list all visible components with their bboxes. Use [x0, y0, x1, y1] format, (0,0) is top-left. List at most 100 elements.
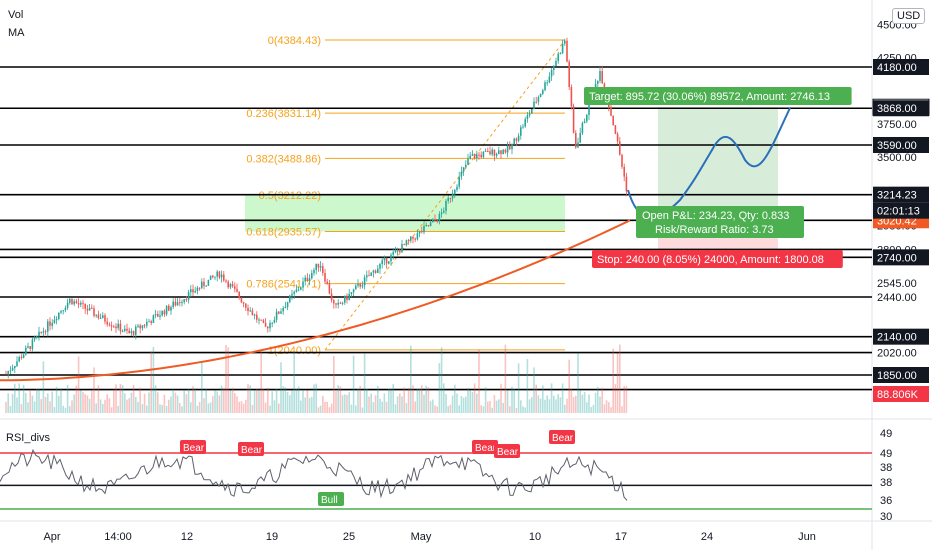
volume-bar — [363, 353, 366, 413]
volume-bar — [163, 394, 166, 413]
candle-body — [346, 295, 348, 301]
candle-body — [311, 273, 313, 279]
volume-bar — [603, 404, 606, 413]
volume-bar — [238, 401, 240, 413]
candle-body — [42, 331, 45, 333]
volume-bar — [586, 402, 588, 413]
volume-bar — [502, 402, 504, 413]
candle-body — [599, 71, 601, 81]
candle-body — [319, 266, 322, 268]
candle-body — [82, 302, 84, 304]
candle-body — [550, 70, 553, 77]
candle-body — [575, 132, 577, 148]
volume-bar — [185, 394, 188, 413]
volume-bar — [304, 397, 306, 413]
candle-body — [594, 83, 597, 90]
candle-body — [561, 43, 564, 54]
candle-body — [326, 281, 328, 284]
currency-button[interactable]: USD — [892, 8, 926, 24]
ma-indicator-label[interactable]: MA — [8, 27, 25, 39]
candle-body — [225, 280, 227, 282]
candle-body — [370, 272, 372, 276]
volume-bar — [500, 383, 502, 413]
volume-bar — [29, 390, 31, 413]
candle-body — [53, 319, 56, 323]
volume-bar — [498, 399, 500, 413]
rsi-indicator-label[interactable]: RSI_divs — [6, 432, 51, 444]
candle-body — [5, 373, 7, 375]
volume-indicator-label[interactable]: Vol — [8, 9, 24, 21]
candle-body — [535, 101, 537, 103]
candle-body — [407, 240, 410, 242]
volume-bar — [537, 395, 540, 413]
candle-body — [7, 371, 9, 374]
candle-body — [471, 154, 474, 156]
volume-bar — [16, 397, 18, 413]
candle-body — [231, 283, 234, 287]
volume-bar — [11, 393, 14, 413]
volume-bar — [58, 395, 60, 413]
volume-bar — [383, 393, 386, 413]
volume-bar — [280, 362, 282, 413]
rr-label: Risk/Reward Ratio: 3.73 — [655, 224, 774, 236]
candle-body — [557, 53, 559, 61]
volume-bar — [55, 386, 58, 413]
volume-bar — [614, 384, 617, 413]
candle-body — [75, 301, 78, 304]
price-level-badge-label: 1850.00 — [877, 370, 917, 382]
volume-bar — [592, 405, 595, 413]
candle-body — [33, 337, 36, 340]
candle-body — [282, 308, 284, 312]
rsi-axis-tick: 30 — [880, 511, 892, 523]
candle-body — [546, 82, 548, 84]
volume-bar — [392, 384, 394, 413]
candle-body — [616, 133, 619, 142]
volume-bar — [374, 395, 377, 413]
volume-bar — [473, 383, 476, 413]
candle-body — [179, 302, 181, 304]
volume-bar — [192, 386, 194, 413]
volume-bar — [333, 356, 335, 413]
candle-body — [258, 319, 260, 321]
volume-bar — [366, 388, 368, 413]
candle-body — [275, 311, 278, 320]
volume-bar — [341, 395, 344, 413]
candle-body — [227, 281, 229, 288]
candle-body — [40, 331, 42, 333]
rsi-axis-tick: 38 — [880, 462, 892, 474]
time-axis-tick: 12 — [181, 531, 193, 543]
volume-bar — [110, 407, 113, 413]
volume-bar — [616, 353, 619, 413]
volume-bar — [124, 393, 126, 413]
volume-bar — [264, 402, 267, 413]
volume-bars — [5, 344, 628, 413]
volume-bar — [231, 387, 234, 413]
stop-label: Stop: 240.00 (8.05%) 24000, Amount: 1800… — [597, 254, 824, 266]
candle-body — [271, 322, 273, 324]
volume-bar — [575, 395, 577, 413]
candle-body — [388, 261, 390, 264]
rsi-signal-badge — [238, 442, 264, 456]
candle-body — [524, 119, 526, 127]
volume-bar — [44, 396, 47, 413]
volume-bar — [128, 398, 130, 413]
price-level-badge — [873, 100, 929, 117]
volume-bar — [401, 396, 403, 413]
volume-bar — [355, 405, 357, 413]
candle-body — [330, 293, 333, 301]
volume-bar — [249, 385, 251, 413]
volume-bar — [152, 346, 155, 413]
price-axis-tick: 3750.00 — [877, 119, 917, 131]
candle-body — [337, 302, 339, 305]
volume-bar — [102, 403, 104, 413]
candle-body — [141, 325, 144, 329]
volume-bar — [179, 402, 181, 413]
volume-bar — [220, 385, 223, 413]
time-axis-tick: 10 — [529, 531, 541, 543]
volume-bar — [531, 397, 533, 413]
volume-bar — [25, 392, 27, 413]
volume-bar — [172, 389, 174, 413]
volume-bar — [260, 352, 262, 413]
candle-body — [445, 200, 447, 211]
